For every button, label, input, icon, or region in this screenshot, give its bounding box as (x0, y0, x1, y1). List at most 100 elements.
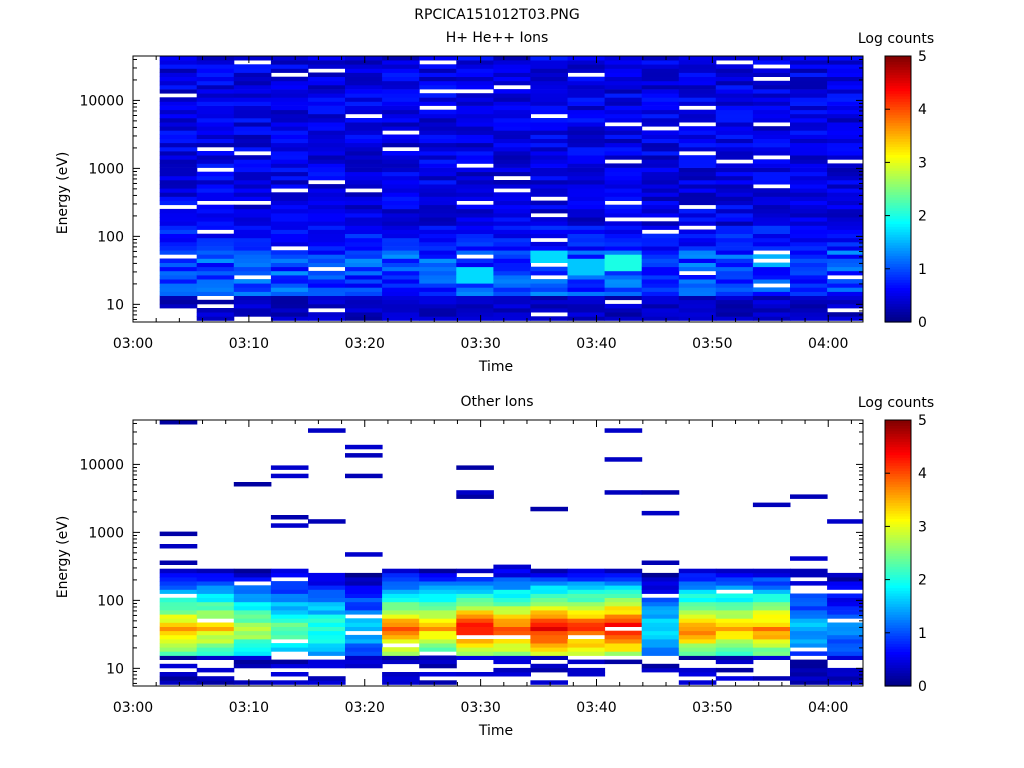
heatmap-cell (233, 680, 272, 685)
heatmap-cell (196, 626, 235, 632)
heatmap-cell (419, 279, 457, 284)
heatmap-cell (604, 155, 643, 160)
heatmap-cell (567, 283, 606, 288)
heatmap-cell (530, 601, 568, 607)
heatmap-cell (530, 84, 568, 90)
heatmap-cell (456, 101, 494, 106)
heatmap-cell (715, 312, 754, 317)
heatmap-cell (159, 196, 198, 201)
heatmap-cell (715, 655, 754, 660)
heatmap-cell (567, 618, 606, 623)
heatmap-cell (678, 312, 717, 317)
heatmap-cell (308, 647, 346, 652)
heatmap-cell (419, 167, 457, 173)
colorbar-swatch (885, 435, 911, 440)
heatmap-cell (715, 295, 754, 301)
heatmap-cell (419, 130, 457, 135)
heatmap-cell (196, 316, 235, 321)
heatmap-cell (345, 622, 383, 627)
heatmap-cell (604, 630, 643, 636)
heatmap-cell (678, 308, 717, 313)
heatmap-cell (827, 577, 863, 582)
heatmap-cell (790, 113, 828, 119)
heatmap-cell (196, 208, 235, 214)
heatmap-cell (790, 266, 828, 272)
heatmap-cell (790, 159, 828, 164)
heatmap-cell (159, 618, 198, 623)
colorbar-swatch (885, 66, 911, 70)
heatmap-cell (233, 155, 272, 160)
colorbar-swatch (885, 204, 911, 209)
heatmap-cell (493, 593, 531, 598)
heatmap-cell (715, 250, 754, 255)
heatmap-cell (530, 593, 568, 598)
colorbar-swatch (885, 558, 911, 562)
heatmap-cell (493, 196, 531, 201)
heatmap-cell (827, 647, 863, 652)
heatmap-cell (827, 184, 863, 189)
heatmap-cell (604, 93, 643, 98)
heatmap-cell (382, 142, 420, 148)
heatmap-cell (308, 93, 346, 98)
heatmap-cell (270, 299, 309, 305)
heatmap-cell (493, 275, 531, 280)
heatmap-cell (530, 89, 568, 94)
heatmap-cell (233, 184, 272, 189)
heatmap-cell (752, 651, 791, 656)
heatmap-cell (196, 614, 235, 619)
colorbar-swatch (885, 290, 911, 294)
heatmap-cell (567, 180, 606, 185)
heatmap-cell (419, 262, 457, 268)
heatmap-cell (159, 589, 198, 594)
heatmap-cell (530, 188, 568, 193)
heatmap-cell (567, 204, 606, 210)
heatmap-cell (752, 192, 791, 197)
heatmap-cell (752, 113, 791, 119)
heatmap-cell (493, 208, 531, 214)
x-tick-label: 03:10 (229, 336, 269, 352)
heatmap-cell (196, 572, 235, 578)
heatmap-cell (456, 122, 494, 127)
heatmap-cell (196, 237, 235, 243)
heatmap-cell (270, 118, 309, 123)
heatmap-cell (790, 254, 828, 259)
heatmap-cell (456, 105, 494, 111)
heatmap-cell (159, 655, 198, 660)
heatmap-cell (308, 225, 346, 230)
heatmap-cell (641, 89, 680, 94)
colorbar-swatch (885, 85, 911, 89)
heatmap-cell (196, 126, 235, 131)
heatmap-cell (196, 97, 235, 102)
heatmap-cell (196, 184, 235, 189)
heatmap-cell (567, 208, 606, 214)
heatmap-cell (233, 593, 272, 598)
heatmap-cell (567, 97, 606, 102)
heatmap-cell (530, 597, 568, 603)
colorbar-swatch (885, 130, 911, 134)
heatmap-cell (382, 246, 420, 251)
heatmap-cell (456, 180, 494, 185)
heatmap-cell (419, 151, 457, 156)
colorbar-swatch (885, 422, 911, 426)
heatmap-cell (270, 221, 309, 226)
heatmap-cell (641, 283, 680, 288)
heatmap-cell (715, 303, 754, 309)
heatmap-cell (270, 279, 309, 284)
heatmap-cell (604, 266, 643, 272)
heatmap-cell (270, 97, 309, 102)
heatmap-cell (270, 523, 309, 528)
heatmap-cell (456, 283, 494, 288)
heatmap-cell (790, 581, 828, 586)
heatmap-cell (456, 213, 494, 218)
heatmap-cell (419, 192, 457, 197)
heatmap-cell (345, 72, 383, 77)
heatmap-cell (567, 188, 606, 193)
colorbar-swatch (885, 547, 911, 551)
heatmap-cell (159, 295, 198, 301)
heatmap-cell (715, 113, 754, 119)
heatmap-cell (159, 241, 198, 247)
heatmap-cell (270, 60, 309, 65)
heatmap-cell (493, 97, 531, 102)
heatmap-cell (419, 287, 457, 292)
heatmap-cell (196, 589, 235, 594)
